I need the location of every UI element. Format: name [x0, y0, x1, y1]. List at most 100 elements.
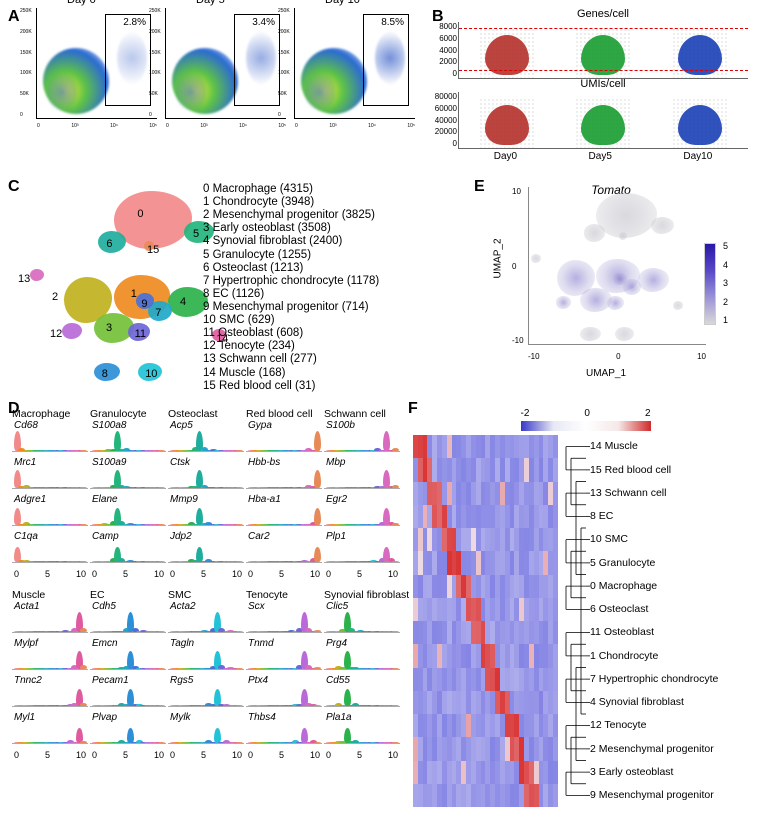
gene-violin: Plp1: [324, 532, 400, 563]
cluster-blob: [30, 269, 44, 281]
legend-item: 15 Red blood cell (31): [203, 380, 379, 393]
legend-item: 0 Macrophage (4315): [203, 183, 379, 196]
gene-column: GranulocyteS100a8S100a9ElaneCamp0510: [90, 408, 166, 579]
heatmap-row: [413, 458, 558, 481]
heatmap-row: [413, 482, 558, 505]
gene-label: Myl1: [14, 712, 35, 723]
gene-col-title: Granulocyte: [90, 408, 166, 420]
gene-col-title: EC: [90, 589, 166, 601]
gene-violin: Camp: [90, 532, 166, 563]
legend-item: 5 Granulocyte (1255): [203, 249, 379, 262]
heatmap: [413, 435, 558, 807]
cluster-label: 5: [193, 228, 199, 240]
heatmap-row-label: 4 Synovial fibroblast: [590, 697, 754, 708]
gene-violin: Scx: [246, 602, 322, 633]
gene-label: Prg4: [326, 638, 347, 649]
gene-column: Synovial fibroblastClic5Prg4Cd55Pla1a051…: [324, 589, 400, 760]
legend-item: 1 Chondrocyte (3948): [203, 196, 379, 209]
violin-title: UMIs/cell: [458, 78, 748, 90]
gene-label: Egr2: [326, 494, 347, 505]
gene-label: Scx: [248, 601, 265, 612]
heatmap-colorbar: [521, 421, 651, 431]
gene-violin: Gypa: [246, 421, 322, 452]
gene-violin: Acta2: [168, 602, 244, 633]
gene-label: Ctsk: [170, 457, 190, 468]
gene-label: Jdp2: [170, 531, 192, 542]
gene-violin: Cd55: [324, 676, 400, 707]
gene-violin: Hbb-bs: [246, 458, 322, 489]
gene-violin: S100b: [324, 421, 400, 452]
heatmap-row-label: 13 Schwann cell: [590, 488, 754, 499]
gene-x-ticks: 0510: [168, 750, 244, 760]
axis-label-y: UMAP_2: [493, 238, 504, 278]
heatmap-row-label: 9 Mesenchymal progenitor: [590, 790, 754, 801]
gene-col-title: Muscle: [12, 589, 88, 601]
gene-column: Red blood cellGypaHbb-bsHba-a1Car20510: [246, 408, 322, 579]
heatmap-row-label: 14 Muscle: [590, 441, 754, 452]
gene-label: Emcn: [92, 638, 118, 649]
gene-violin: Mbp: [324, 458, 400, 489]
gene-label: Clic5: [326, 601, 348, 612]
gene-violin: Myl1: [12, 713, 88, 744]
gene-violin: Mmp9: [168, 495, 244, 526]
colorbar: [704, 243, 716, 325]
gate-pct: 3.4%: [252, 17, 275, 28]
gene-label: Mylpf: [14, 638, 38, 649]
cluster-legend: 0 Macrophage (4315)1 Chondrocyte (3948)2…: [203, 183, 379, 393]
gene-column: ECCdh5EmcnPecam1Plvap0510: [90, 589, 166, 760]
gene-label: Tagln: [170, 638, 194, 649]
gene-violin: Hba-a1: [246, 495, 322, 526]
heatmap-row: [413, 668, 558, 691]
facs-plot: Day 53.4%010³10⁴10⁵050K100K150K200K250K: [165, 8, 286, 119]
legend-item: 3 Early osteoblast (3508): [203, 222, 379, 235]
facs-gate: 2.8%: [105, 14, 151, 106]
gene-violin: C1qa: [12, 532, 88, 563]
violin-title: Genes/cell: [458, 8, 748, 20]
heatmap-row: [413, 644, 558, 667]
umap-expression: Tomato -10010 -10010 UMAP_1 UMAP_2 12345: [506, 183, 716, 363]
gene-label: Gypa: [248, 420, 272, 431]
legend-item: 9 Mesenchymal progenitor (714): [203, 301, 379, 314]
gene-label: Acta2: [170, 601, 196, 612]
gene-x-ticks: 0510: [246, 569, 322, 579]
cluster-label: 0: [137, 208, 143, 220]
gene-label: Cd68: [14, 420, 38, 431]
facs-gate: 8.5%: [363, 14, 409, 106]
heatmap-row-label: 5 Granulocyte: [590, 558, 754, 569]
legend-item: 7 Hypertrophic chondrocyte (1178): [203, 275, 379, 288]
cluster-blob: [62, 323, 82, 339]
cluster-label: 7: [155, 307, 161, 319]
heatmap-row: [413, 505, 558, 528]
cluster-label: 15: [147, 244, 159, 256]
heatmap-row-label: 12 Tenocyte: [590, 720, 754, 731]
gene-violin: Acta1: [12, 602, 88, 633]
gene-violin: Cdh5: [90, 602, 166, 633]
cluster-label: 11: [135, 328, 146, 340]
gate-pct: 8.5%: [381, 17, 404, 28]
gene-label: Adgre1: [14, 494, 46, 505]
heatmap-row-label: 2 Mesenchymal progenitor: [590, 744, 754, 755]
gene-label: Pla1a: [326, 712, 352, 723]
facs-gate: 3.4%: [234, 14, 280, 106]
cluster-label: 2: [52, 291, 58, 303]
gene-violin: Tnnc2: [12, 676, 88, 707]
heatmap-row-label: 6 Osteoclast: [590, 604, 754, 615]
figure: A Day 02.8%010³10⁴10⁵050K100K150K200K250…: [8, 8, 759, 831]
gene-col-title: Osteoclast: [168, 408, 244, 420]
gene-col-title: Schwann cell: [324, 408, 400, 420]
gene-label: Hbb-bs: [248, 457, 280, 468]
gene-label: C1qa: [14, 531, 38, 542]
gene-x-ticks: 0510: [246, 750, 322, 760]
gene-violin: Cd68: [12, 421, 88, 452]
legend-item: 13 Schwann cell (277): [203, 353, 379, 366]
gene-violin: Tagln: [168, 639, 244, 670]
gene-x-ticks: 0510: [12, 569, 88, 579]
violin-block: UMIs/cell020000400006000080000Day0Day5Da…: [458, 78, 748, 148]
gene-column: SMCActa2TaglnRgs5Mylk0510: [168, 589, 244, 760]
gene-label: S100a8: [92, 420, 126, 431]
gene-violin: Mylpf: [12, 639, 88, 670]
gene-violin: Pecam1: [90, 676, 166, 707]
gene-violin: Clic5: [324, 602, 400, 633]
gene-label: Plvap: [92, 712, 117, 723]
heatmap-row-label: 0 Macrophage: [590, 581, 754, 592]
